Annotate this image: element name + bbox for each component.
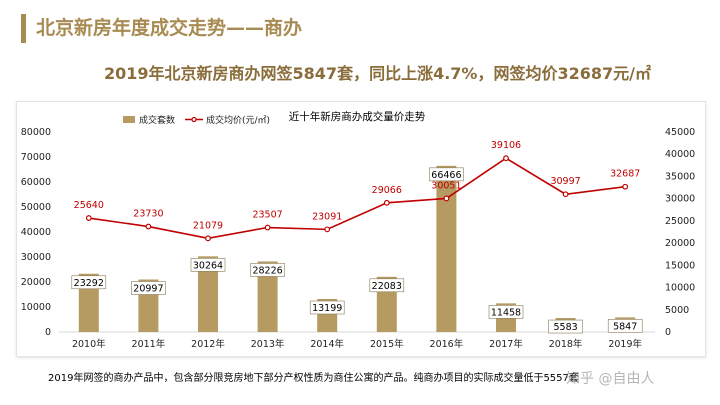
bar-label-box xyxy=(309,300,345,315)
price-point xyxy=(622,183,629,190)
bar xyxy=(198,256,218,332)
combo-chart: 0100002000030000400005000060000700008000… xyxy=(21,110,695,350)
bar-label-box xyxy=(488,305,524,319)
legend-line-marker xyxy=(191,116,197,123)
price-point xyxy=(503,155,509,162)
bar-data-label: 30264 xyxy=(193,260,223,271)
price-data-label: 32687 xyxy=(610,169,640,180)
y-left-tick-label: 60000 xyxy=(21,177,51,188)
x-tick-label: 2017年 xyxy=(489,338,523,350)
price-data-label: 23091 xyxy=(312,211,342,222)
price-data-label: 21079 xyxy=(193,220,223,231)
y-left-tick-label: 80000 xyxy=(21,127,51,138)
bar-data-label: 5847 xyxy=(613,321,637,332)
price-point xyxy=(383,199,390,206)
bar-label-box xyxy=(131,281,166,295)
chart-panel: 0 10000 20000 30000 40000 50000 60000 70000 8000… xyxy=(16,101,706,357)
bar-label-box xyxy=(71,275,107,290)
price-data-label: 25640 xyxy=(74,200,104,211)
y-right-tick-label: 5000 xyxy=(665,305,689,316)
x-tick-label: 2011年 xyxy=(132,338,166,350)
y-right-tick-label: 10000 xyxy=(665,283,695,294)
bar-label-box xyxy=(250,263,285,277)
x-tick-label: 2019年 xyxy=(608,338,642,350)
price-data-label: 39106 xyxy=(491,140,521,151)
footnote: 2019年网签的商办产品中，包含部分限竞房地下部分产权性质为商住公寓的产品。纯商… xyxy=(48,373,579,384)
y-left-tick-label: 50000 xyxy=(21,202,51,213)
bar xyxy=(257,261,278,332)
y-right-tick-label: 0 xyxy=(665,327,671,338)
page-title: 北京新房年度成交走势——商办 xyxy=(36,17,303,39)
price-point xyxy=(145,223,152,230)
price-point xyxy=(264,224,271,231)
price-data-label: 30051 xyxy=(431,180,461,191)
title-accent-bar xyxy=(21,14,26,43)
watermark: 知乎 @自由人 xyxy=(566,371,655,387)
price-point xyxy=(443,195,450,202)
y-left-tick-label: 70000 xyxy=(21,152,51,163)
price-point xyxy=(85,215,92,221)
x-tick-label: 2015年 xyxy=(370,338,404,350)
price-data-label: 23730 xyxy=(133,209,163,220)
y-right-tick-label: 35000 xyxy=(665,171,695,182)
x-tick-label: 2016年 xyxy=(430,338,464,350)
price-point xyxy=(205,235,211,242)
x-tick-label: 2013年 xyxy=(251,338,285,350)
bar-data-label: 23292 xyxy=(74,278,104,289)
bar-data-label: 20997 xyxy=(133,284,163,295)
bar-data-label: 5583 xyxy=(554,322,578,333)
price-data-label: 29066 xyxy=(372,185,402,196)
y-left-tick-label: 10000 xyxy=(21,302,51,313)
y-left-tick-label: 30000 xyxy=(21,252,51,263)
bar-data-label: 13199 xyxy=(312,303,342,314)
price-data-label: 23507 xyxy=(252,210,282,221)
bar-label-box xyxy=(548,319,583,334)
y-right-tick-label: 25000 xyxy=(665,216,695,227)
bar-label-box xyxy=(369,278,405,293)
price-point xyxy=(324,226,331,233)
bar-data-label: 22083 xyxy=(372,281,402,292)
bar-label-box xyxy=(190,258,226,272)
price-line xyxy=(88,157,626,240)
headline: 2019年北京新房商办网签5847套，同比上涨4.7%，网签均价32687元/㎡ xyxy=(104,64,651,83)
bar-data-label: 11458 xyxy=(491,307,521,318)
price-data-label: 30997 xyxy=(550,176,580,187)
price-point xyxy=(562,191,569,198)
y-right-tick-label: 20000 xyxy=(665,238,695,249)
bar-label-box xyxy=(607,319,643,333)
bar xyxy=(436,165,457,332)
y-right-tick-label: 30000 xyxy=(665,194,695,205)
y-right-tick-label: 40000 xyxy=(665,149,695,160)
y-left-tick-label: 0 xyxy=(45,327,51,338)
y-left-tick-label: 20000 xyxy=(21,277,51,288)
y-right-tick-label: 15000 xyxy=(665,260,695,271)
x-tick-label: 2014年 xyxy=(310,338,344,350)
legend-line-label: 成交均价(元/㎡) xyxy=(206,114,270,126)
x-tick-label: 2018年 xyxy=(549,338,583,350)
y-right-tick-label: 45000 xyxy=(665,127,695,138)
bar-label-box xyxy=(429,167,464,182)
bar-data-label: 66466 xyxy=(431,170,461,181)
legend-bar-swatch xyxy=(123,116,135,123)
x-tick-label: 2012年 xyxy=(191,338,225,350)
bar-data-label: 28226 xyxy=(252,265,282,276)
x-tick-label: 2010年 xyxy=(72,338,106,350)
legend-bar-label: 成交套数 xyxy=(139,114,175,126)
chart-title: 近十年新房商办成交量价走势 xyxy=(289,110,426,123)
y-left-tick-label: 40000 xyxy=(21,227,51,238)
